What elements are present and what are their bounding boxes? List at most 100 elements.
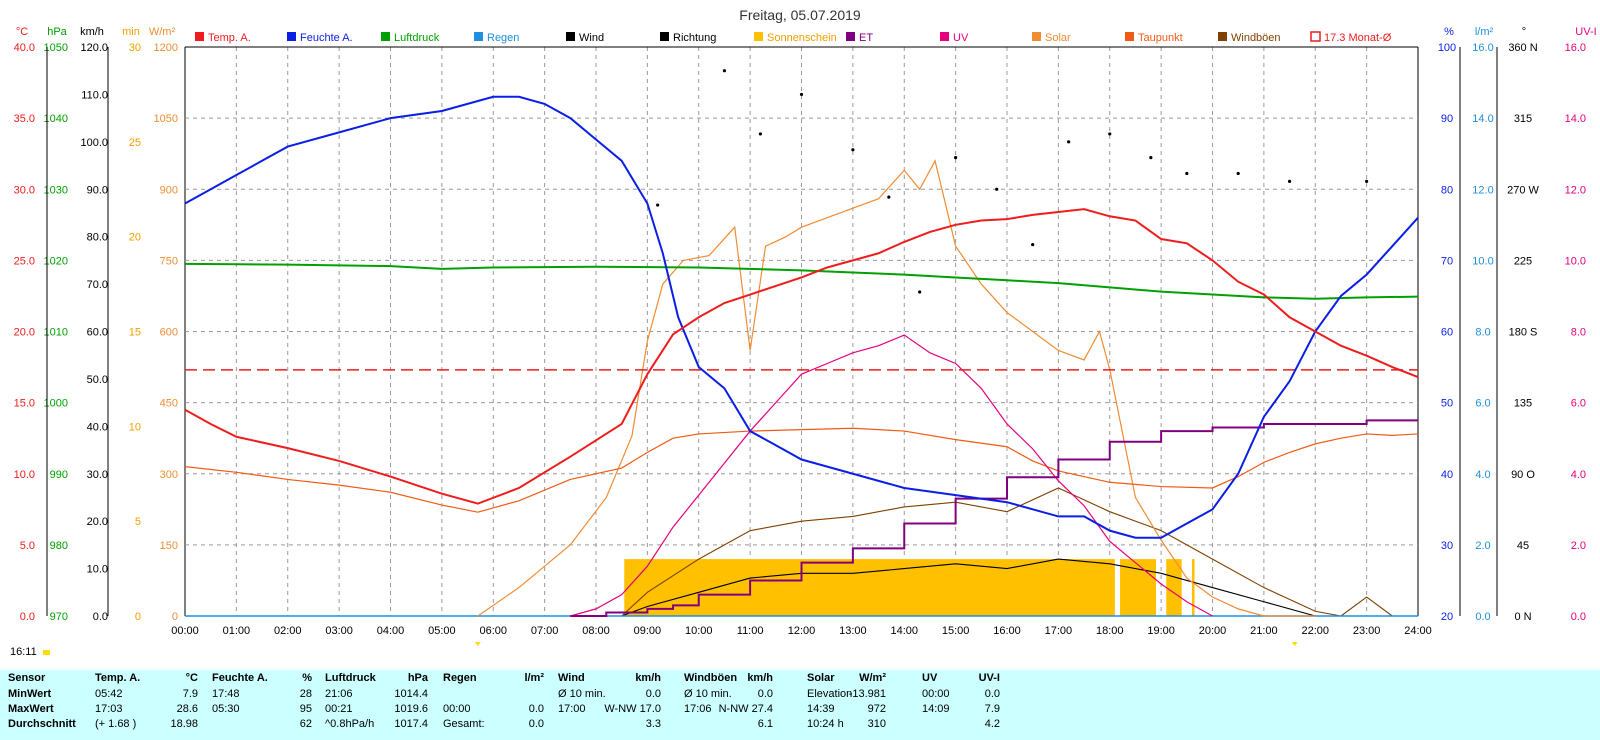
axis-tick-label: 20 [129,232,141,244]
x-tick-label: 07:00 [531,625,559,637]
axis-tick-label: 0.0 [93,611,108,623]
axis-tick-label: 10.0 [1472,255,1493,267]
stats-cell: Feuchte A. [212,672,268,684]
axis-tick-label: 315 [1514,113,1532,125]
stats-cell: Windböen [684,672,738,684]
axes: °C 40.0 35.0 30.0 25.0 20.0 15.0 10.0 5.0 0.0 hPa 1… [14,26,1597,646]
axis-tick-label: 0.0 [1571,611,1586,623]
axis-tick-label: 5.0 [20,540,35,552]
stats-cell: MaxWert [8,703,54,715]
stats-cell: 7.9 [984,703,1000,715]
stats-cell: 0.0 [528,718,544,730]
axis-tick-label: 600 [160,327,178,339]
stats-cell: 17:48 [212,688,240,700]
stats-cell: Durchschnitt [8,718,76,730]
axis-tick-label: 15.0 [14,398,35,410]
stats-cell: 05:30 [212,703,240,715]
axis-unit: °C [16,26,28,38]
stats-cell: N-NW 27.4 [718,703,773,715]
axis-tick-label: 2.0 [1571,540,1586,552]
axis-tick-label: 6.0 [1475,398,1490,410]
series-richtung-point [656,203,660,207]
x-tick-label: 05:00 [428,625,456,637]
series-temp-a-line [184,208,1419,505]
axis-tick-label: 8.0 [1571,327,1586,339]
axis-tick-label: 990 [50,469,68,481]
axis-tick-label: 10.0 [14,469,35,481]
series-richtung-point [1236,171,1240,176]
axis-tick-label: 4.0 [1475,469,1490,481]
stats-cell: ^0.8hPa/h [325,718,375,730]
axis-tick-label: 0.0 [20,611,35,623]
x-tick-label: 00:00 [171,625,199,637]
series-feuchte-a-line [184,95,1419,539]
axis-tick-label: 8.0 [1475,327,1490,339]
stats-cell: 3.3 [645,718,661,730]
series-richtung-point [1149,156,1153,160]
stats-cell: 00:00 [443,703,471,715]
legend-label: Luftdruck [394,32,440,44]
x-tick-label: 01:00 [223,625,251,637]
axis-tick-label: 1200 [154,42,178,54]
stats-cell: 4.2 [984,718,1000,730]
axis-tick-label: 10 [129,421,141,433]
axis-unit: UV-I [1575,26,1596,38]
axis-unit: W/m² [149,26,176,38]
legend-swatch [940,32,949,41]
stats-cell: 14:39 [807,703,835,715]
axis-tick-label: 135 [1514,398,1532,410]
stats-cell: 00:21 [325,703,353,715]
series-richtung-point [1287,179,1292,183]
legend-swatch [474,32,483,41]
axis-tick-label: 20 [1441,611,1453,623]
legend-label: ET [859,32,873,44]
axis-tick-label: 1040 [44,113,68,125]
x-tick-label: 20:00 [1199,625,1227,637]
axis-tick-label: 80.0 [87,232,108,244]
axis-tick-label: 40.0 [14,42,35,54]
x-tick-label: 21:00 [1250,625,1278,637]
stats-cell: 0.0 [645,688,661,700]
legend: Temp. A. Feuchte A. Luftdruck Regen Wind Rich… [195,31,1392,44]
axis-tick-label: 12.0 [1565,184,1586,196]
stats-cell: 21:06 [325,688,353,700]
x-tick-label: 06:00 [479,625,507,637]
axis-tick-label: 40 [1441,469,1453,481]
axis-tick-label: 110.0 [81,89,108,101]
stats-cell: UV [922,672,938,684]
axis-tick-label: 10.0 [1565,255,1586,267]
stats-cell: l/m² [524,672,544,684]
stats-cell: Sensor [8,672,46,684]
axis-tick-label: 70.0 [87,279,108,291]
series-richtung-point [1031,242,1035,247]
legend-label: Temp. A. [208,32,251,44]
x-tick-label: 02:00 [274,625,302,637]
series-richtung-point [995,187,999,191]
series-luftdruck-line [184,262,1419,300]
legend-label: Richtung [673,32,716,44]
axis-tick-label: 450 [160,398,178,410]
axis-tick-label: 225 [1514,255,1532,267]
stats-cell: 28.6 [176,703,198,715]
stats-cell: Luftdruck [325,672,376,684]
legend-label: UV [953,32,969,44]
legend-label: Feuchte A. [300,32,353,44]
axis-unit: % [1444,26,1454,38]
axis-tick-label: 2.0 [1475,540,1490,552]
legend-label: Sonnenschein [767,32,837,44]
x-tick-label: 19:00 [1147,625,1175,637]
series-richtung-point [887,195,891,199]
legend-label: Solar [1045,32,1071,44]
stats-cell: hPa [407,672,428,684]
stats-cell: 95 [299,703,312,715]
stats-cell: 1019.6 [394,703,428,715]
x-tick-label: 14:00 [890,625,918,637]
axis-tick-label: 900 [160,184,178,196]
stats-cell: Regen [443,672,477,684]
series-richtung-point [758,132,763,136]
x-tick-label: 12:00 [788,625,816,637]
x-tick-label: 16:00 [993,625,1021,637]
current-time: 16:11 [10,646,37,658]
stats-cell: 0.0 [984,688,1000,700]
legend-swatch [195,32,204,41]
